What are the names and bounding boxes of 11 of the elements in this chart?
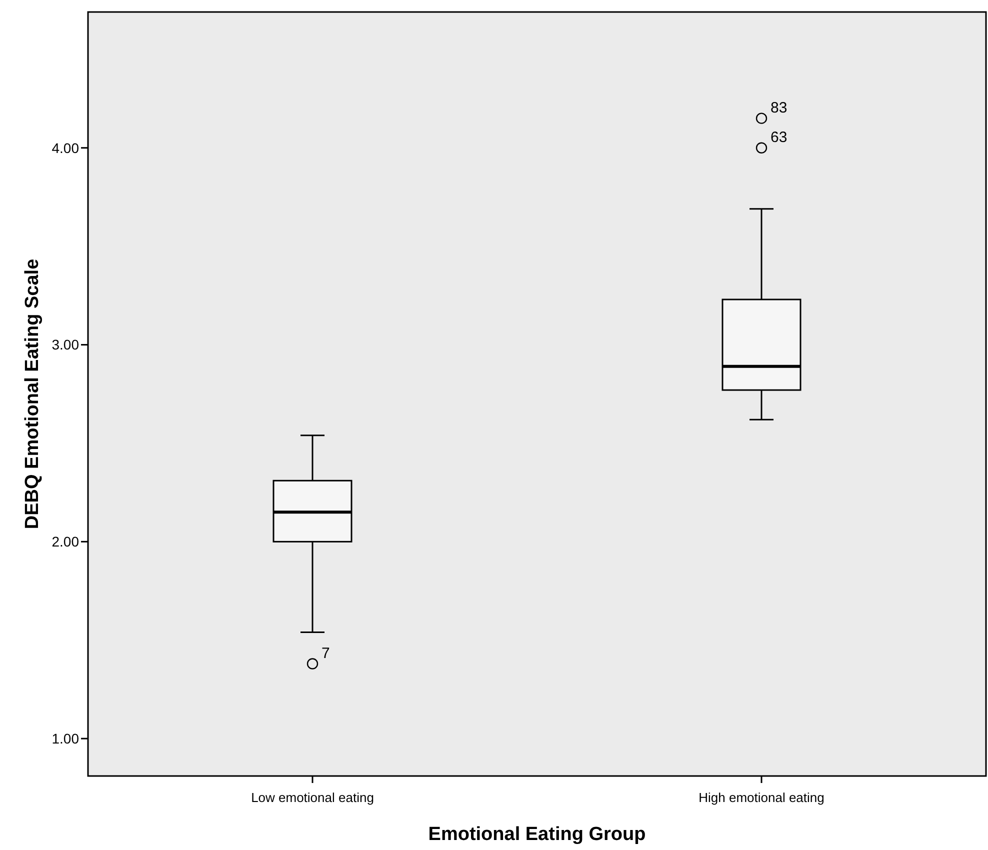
x-tick-label: High emotional eating	[698, 790, 824, 805]
x-axis-title: Emotional Eating Group	[428, 824, 646, 845]
y-tick-label: 2.00	[52, 534, 80, 550]
annotation: 63	[770, 128, 788, 146]
y-tick-label: 4.00	[52, 140, 80, 156]
annotation: 7	[322, 644, 330, 662]
annotation: 83	[770, 99, 788, 116]
y-tick-label: 3.00	[52, 336, 80, 353]
x-tick-label: Low emotional eating	[251, 790, 374, 805]
y-tick-label: 1.00	[52, 730, 80, 746]
y-axis-title: DEBQ Emotional Eating Scale	[22, 258, 43, 530]
